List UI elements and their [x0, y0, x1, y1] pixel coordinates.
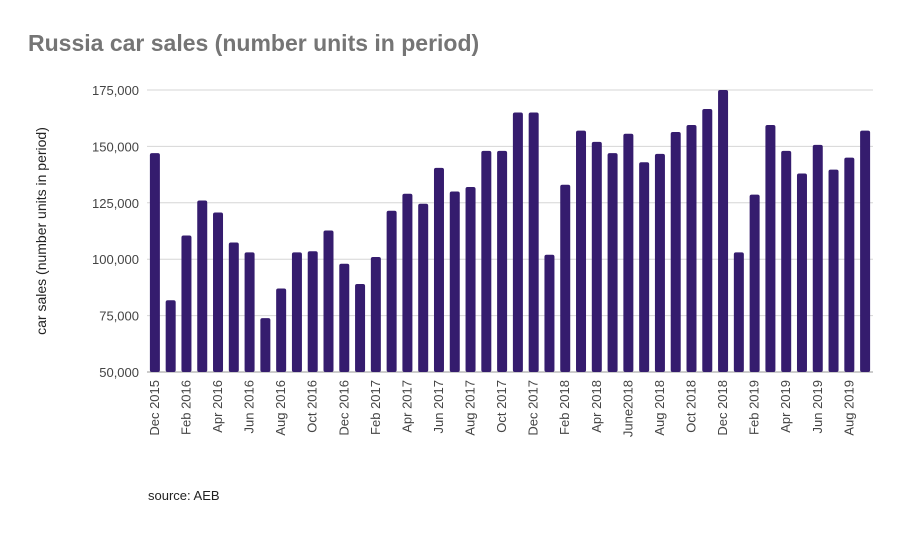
bar	[181, 235, 192, 372]
x-tick-label: Oct 2016	[305, 380, 320, 433]
bar	[165, 300, 176, 372]
x-tick-label: Apr 2018	[589, 380, 604, 433]
bar	[654, 153, 665, 372]
bar	[781, 150, 792, 372]
bar	[213, 212, 224, 372]
chart-title: Russia car sales (number units in period…	[28, 30, 480, 56]
bar	[276, 288, 287, 372]
x-tick-label: Aug 2018	[652, 380, 667, 436]
bar	[812, 144, 823, 372]
y-tick-label: 50,000	[99, 365, 139, 380]
x-tick-label: Jun 2019	[810, 380, 825, 434]
bar	[623, 133, 634, 372]
bar	[828, 169, 839, 372]
bar	[749, 194, 760, 372]
bar	[291, 252, 302, 372]
bar	[244, 252, 255, 372]
x-tick-label: Dec 2017	[526, 380, 541, 436]
x-tick-label: Jun 2017	[431, 380, 446, 434]
bar	[402, 193, 413, 372]
bar	[860, 130, 871, 372]
bar	[702, 108, 713, 372]
y-tick-label: 125,000	[92, 196, 139, 211]
bar	[355, 284, 366, 372]
bar	[844, 157, 855, 372]
bar	[339, 263, 350, 372]
bar	[497, 150, 508, 372]
bar	[197, 200, 208, 372]
bar	[591, 141, 602, 372]
bar	[307, 251, 318, 372]
x-tick-label: Jun 2016	[242, 380, 257, 434]
y-tick-label: 175,000	[92, 83, 139, 98]
x-tick-label: Dec 2015	[147, 380, 162, 436]
bar	[465, 187, 476, 372]
bar	[449, 191, 460, 372]
bar	[686, 124, 697, 372]
bar	[418, 203, 429, 372]
bar	[433, 167, 444, 372]
x-tick-label: Apr 2017	[399, 380, 414, 433]
x-tick-label: Oct 2017	[494, 380, 509, 433]
x-tick-label: Aug 2019	[841, 380, 856, 436]
bar	[544, 254, 555, 372]
y-axis-label: car sales (number units in period)	[33, 127, 49, 335]
bar	[796, 173, 807, 372]
x-tick-label: Dec 2016	[336, 380, 351, 436]
bar	[733, 252, 744, 372]
bar	[228, 242, 239, 372]
bar	[528, 112, 539, 372]
x-tick-label: Feb 2016	[178, 380, 193, 435]
x-tick-label: June2018	[620, 380, 635, 437]
bar	[607, 153, 618, 372]
bar	[512, 112, 523, 372]
bar	[386, 210, 397, 372]
x-tick-label: Aug 2016	[273, 380, 288, 436]
x-tick-label: Oct 2018	[684, 380, 699, 433]
bar	[670, 131, 681, 372]
x-tick-label: Feb 2019	[747, 380, 762, 435]
x-tick-label: Aug 2017	[463, 380, 478, 436]
x-tick-label: Dec 2018	[715, 380, 730, 436]
bar	[481, 150, 492, 372]
bar	[370, 256, 381, 372]
y-tick-label: 100,000	[92, 252, 139, 267]
y-tick-label: 150,000	[92, 139, 139, 154]
x-tick-label: Feb 2018	[557, 380, 572, 435]
y-tick-label: 75,000	[99, 309, 139, 324]
bar	[765, 124, 776, 372]
x-tick-label: Feb 2017	[368, 380, 383, 435]
source-note: source: AEB	[148, 488, 220, 503]
bar	[323, 230, 334, 372]
bar	[149, 153, 160, 372]
bar	[639, 162, 650, 372]
x-tick-label: Apr 2019	[778, 380, 793, 433]
bar	[260, 318, 271, 372]
bar	[560, 184, 571, 372]
x-tick-label: Apr 2016	[210, 380, 225, 433]
bar	[576, 130, 587, 372]
bar	[718, 90, 729, 372]
